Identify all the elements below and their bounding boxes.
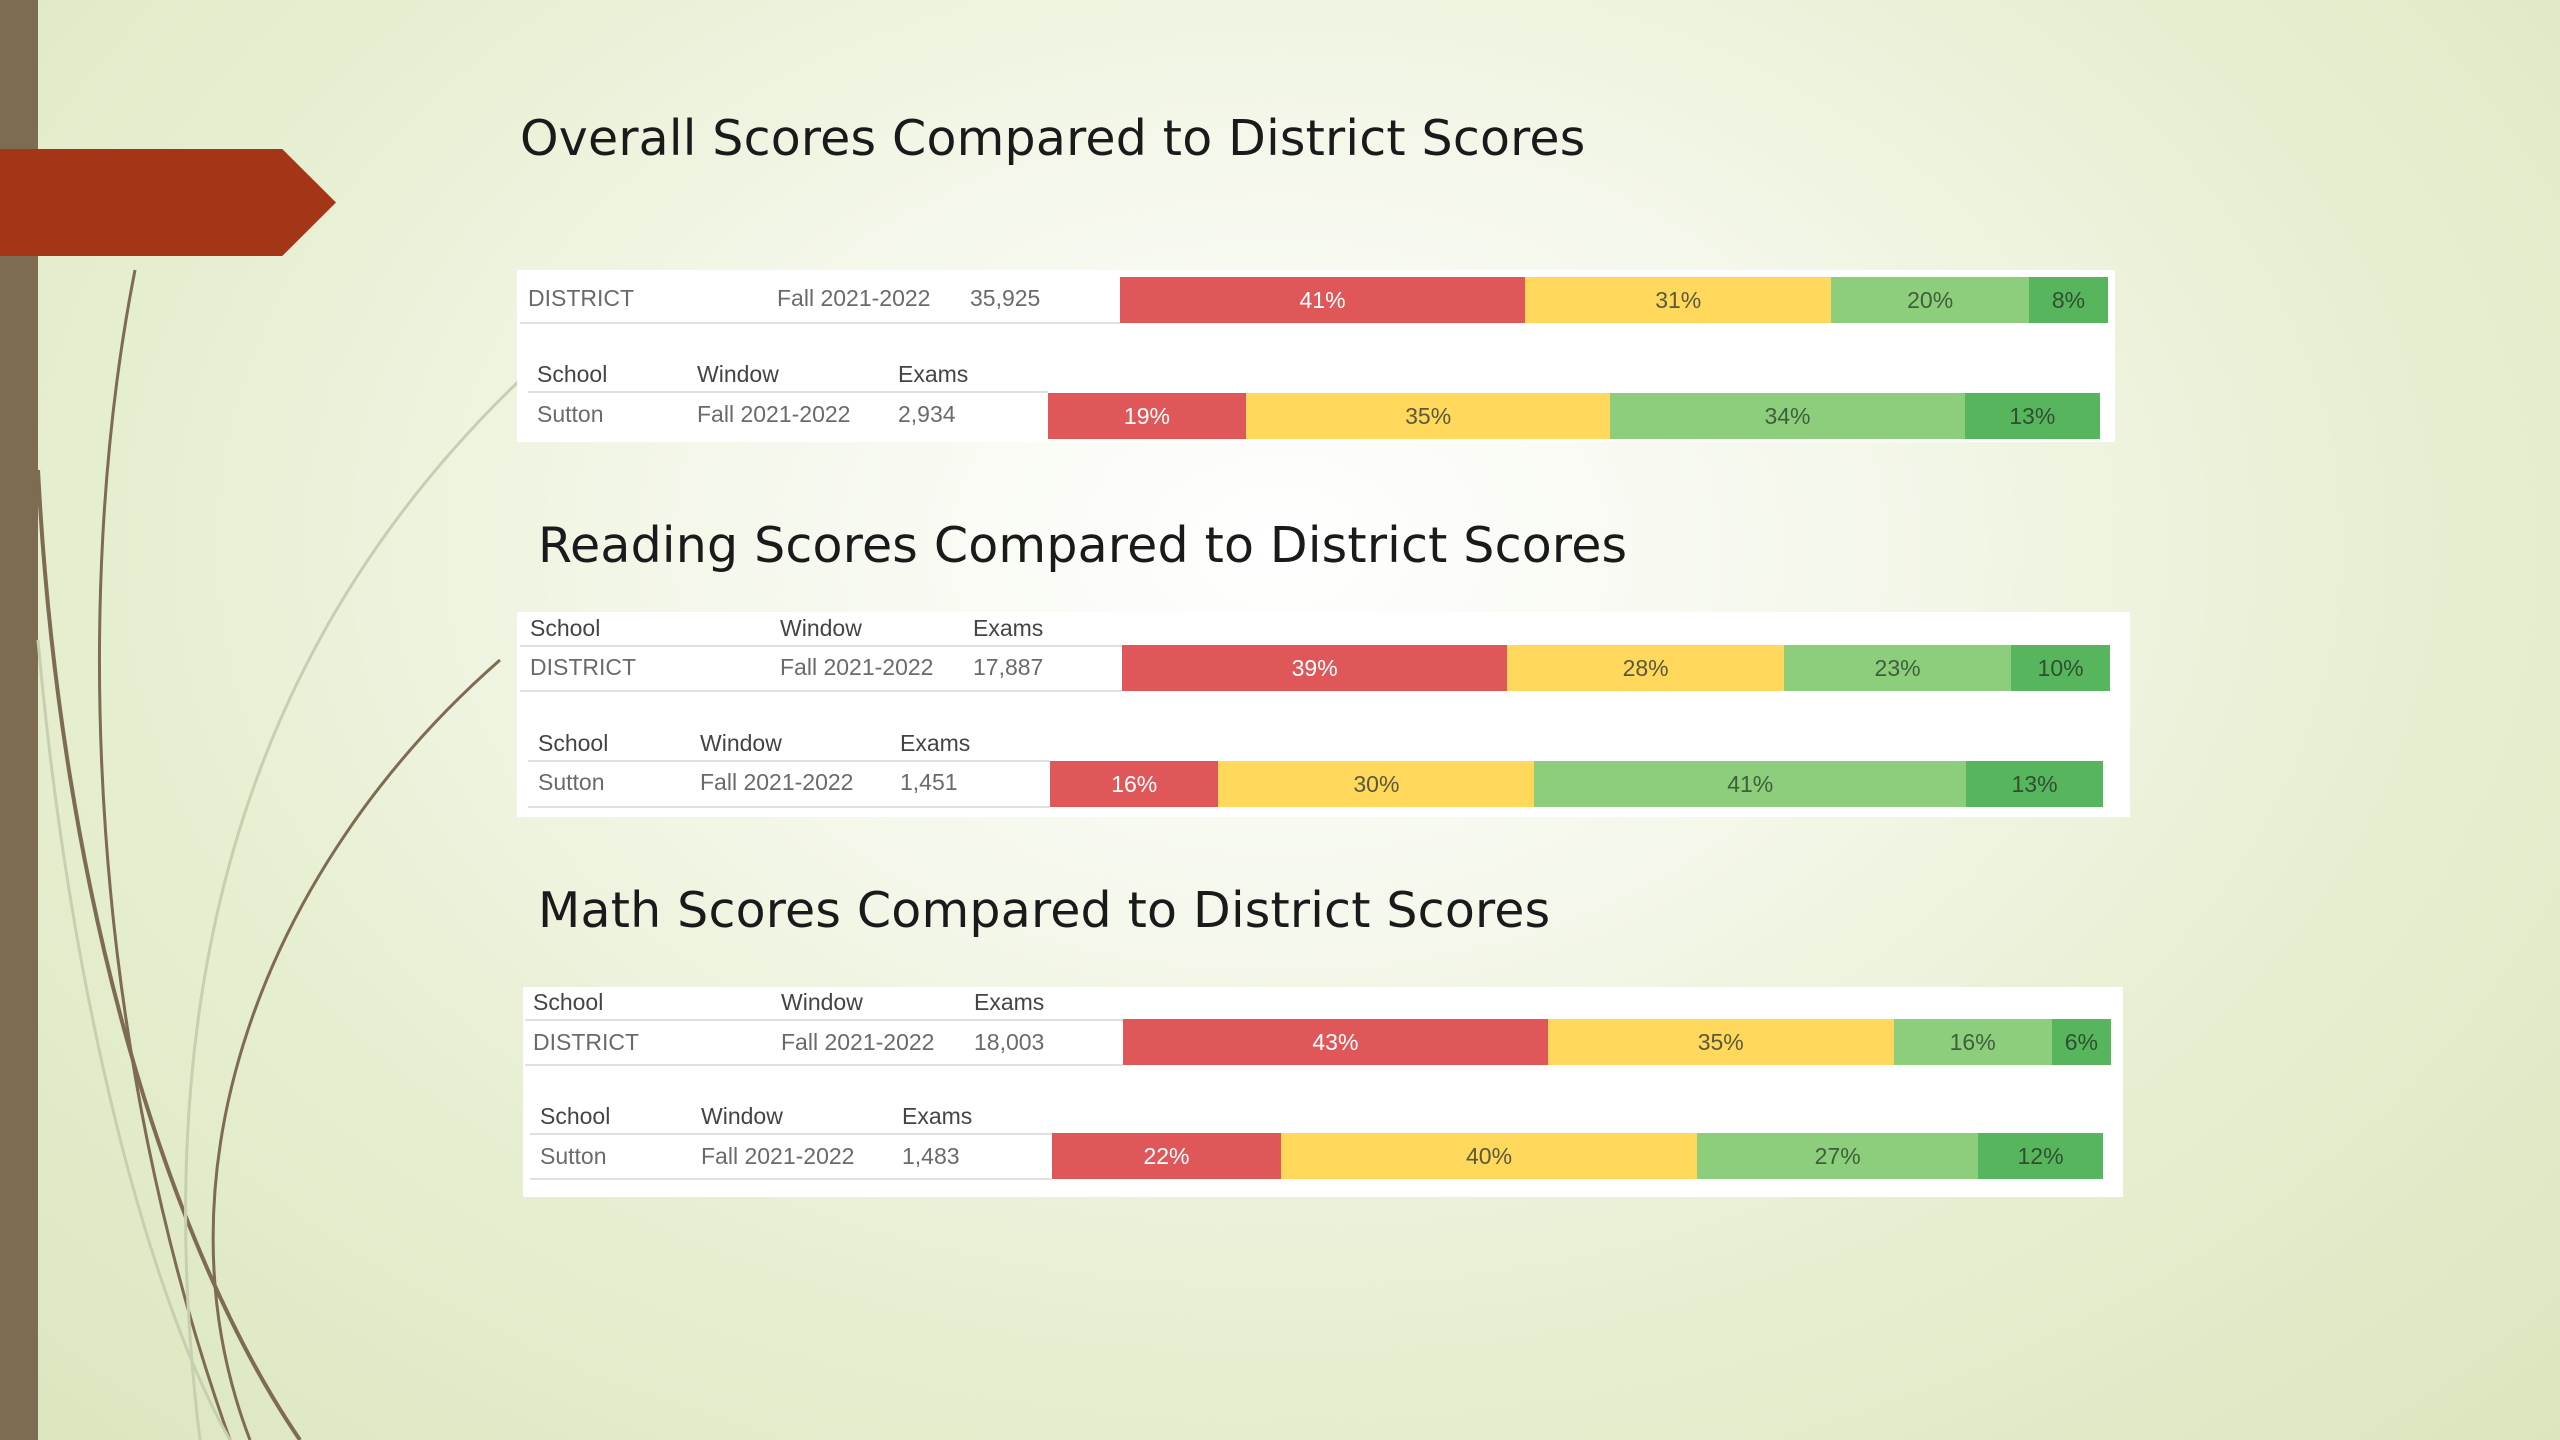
bar-segment-level-4: 10% [2011,645,2110,691]
bar-segment-level-4: 8% [2028,277,2108,323]
math-school-exams: 1,483 [902,1143,960,1169]
math-school-header: School [540,1103,611,1129]
math-district-window: Fall 2021-2022 [781,1029,935,1055]
reading-district-window: Fall 2021-2022 [780,654,934,680]
math-school-name: Sutton [540,1143,607,1169]
reading-district-bar: 39% 28% 23% 10% [1122,645,2110,691]
overall-district-window: Fall 2021-2022 [777,285,931,311]
overall-school-header: School [537,361,608,387]
bar-segment-level-3: 41% [1534,761,1967,807]
overall-district-bar: 41% 31% 20% 8% [1120,277,2108,323]
bar-segment-level-3: 20% [1831,277,2029,323]
bar-segment-level-4: 12% [1978,1133,2103,1179]
bar-segment-level-1: 19% [1048,393,1246,439]
reading-school-exams: 1,451 [900,769,958,795]
reading-title: Reading Scores Compared to District Scor… [538,517,1628,574]
bar-segment-level-3: 27% [1697,1133,1979,1179]
reading-window-header: Window [700,730,782,756]
row-divider [528,806,1050,808]
row-divider [530,1178,1052,1180]
math-school-window: Fall 2021-2022 [701,1143,855,1169]
overall-exams-header: Exams [898,361,969,387]
bar-segment-level-1: 43% [1123,1019,1548,1065]
overall-school-window: Fall 2021-2022 [697,401,851,427]
bar-segment-level-2: 31% [1525,277,1832,323]
overall-title: Overall Scores Compared to District Scor… [520,110,1586,167]
overall-district-exams: 35,925 [970,285,1041,311]
bar-segment-level-1: 41% [1120,277,1526,323]
bar-segment-level-2: 28% [1507,645,1784,691]
row-divider [528,391,1048,393]
bar-segment-level-1: 22% [1052,1133,1281,1179]
math-district-exams: 18,003 [974,1029,1045,1055]
bar-segment-level-4: 6% [2051,1019,2111,1065]
overall-school-name: Sutton [537,401,604,427]
bar-segment-level-4: 13% [1966,761,2103,807]
overall-window-header: Window [697,361,779,387]
row-divider [530,1133,1052,1135]
reading-district-window-header: Window [780,615,862,641]
reading-school-header: School [538,730,609,756]
reading-district-exams: 17,887 [973,654,1044,680]
reading-district-exams-header: Exams [973,615,1044,641]
row-divider [520,645,1122,647]
bar-segment-level-2: 40% [1280,1133,1698,1179]
reading-exams-header: Exams [900,730,971,756]
row-divider [525,1019,1123,1021]
reading-school-bar: 16% 30% 41% 13% [1050,761,2103,807]
row-divider [525,1064,1123,1066]
bar-segment-level-2: 30% [1218,761,1535,807]
overall-district-school: DISTRICT [528,285,635,311]
math-district-school-header: School [533,989,604,1015]
math-district-exams-header: Exams [974,989,1045,1015]
reading-district-school: DISTRICT [530,654,637,680]
bar-segment-level-3: 16% [1893,1019,2052,1065]
math-district-bar: 43% 35% 16% 6% [1123,1019,2111,1065]
bar-segment-level-3: 34% [1610,393,1965,439]
bar-segment-level-4: 13% [1964,393,2100,439]
math-district-window-header: Window [781,989,863,1015]
reading-district-school-header: School [530,615,601,641]
reading-school-window: Fall 2021-2022 [700,769,854,795]
math-school-bar: 22% 40% 27% 12% [1052,1133,2103,1179]
row-divider [528,760,1050,762]
bar-segment-level-1: 39% [1122,645,1508,691]
decorative-curves [36,269,522,1440]
accent-arrow-tab [0,149,336,256]
math-district-school: DISTRICT [533,1029,640,1055]
overall-school-bar: 19% 35% 34% 13% [1048,393,2100,439]
row-divider [520,690,1122,692]
row-divider [520,322,1120,324]
bar-segment-level-1: 16% [1050,761,1219,807]
math-exams-header: Exams [902,1103,973,1129]
bar-segment-level-2: 35% [1547,1019,1894,1065]
bar-segment-level-2: 35% [1245,393,1611,439]
overall-school-exams: 2,934 [898,401,956,427]
math-title: Math Scores Compared to District Scores [538,882,1551,939]
bar-segment-level-3: 23% [1783,645,2012,691]
reading-school-name: Sutton [538,769,605,795]
math-window-header: Window [701,1103,783,1129]
